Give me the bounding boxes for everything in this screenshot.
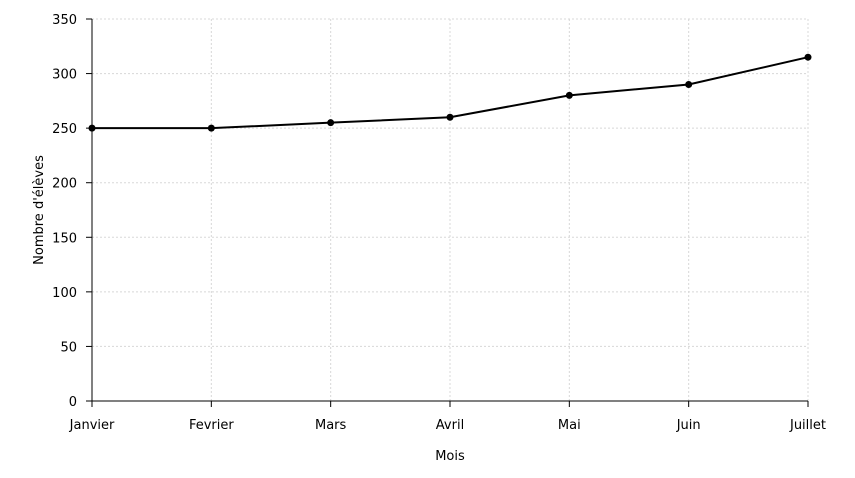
x-tick-label: Janvier — [69, 418, 115, 433]
data-point — [446, 113, 454, 121]
x-tick-label: Juillet — [789, 418, 826, 433]
data-point — [327, 119, 335, 127]
ticks: 0 50 100 150 200 250 300 350 Janvier Fevrier Mars A… — [52, 13, 826, 433]
y-tick-label: 300 — [52, 68, 77, 83]
data-point — [88, 124, 96, 132]
x-tick-label: Juin — [676, 418, 701, 433]
y-tick-label: 200 — [52, 177, 77, 192]
x-tick-label: Avril — [436, 418, 464, 433]
data-point — [685, 80, 693, 88]
y-tick-label: 0 — [69, 395, 77, 410]
data-point — [565, 91, 573, 99]
y-tick-label: 50 — [60, 340, 77, 355]
x-tick-label: Fevrier — [189, 418, 234, 433]
x-tick-label: Mai — [558, 418, 581, 433]
y-tick-label: 100 — [52, 286, 77, 301]
data-point — [804, 53, 812, 61]
y-tick-label: 250 — [52, 122, 77, 137]
y-tick-label: 150 — [52, 231, 77, 246]
x-axis-title: Mois — [435, 449, 465, 464]
y-tick-label: 350 — [52, 13, 77, 28]
grid — [92, 18, 809, 401]
data-point — [207, 124, 215, 132]
x-tick-label: Mars — [315, 418, 347, 433]
y-axis-title: Nombre d'élèves — [32, 155, 47, 265]
series — [88, 53, 812, 132]
